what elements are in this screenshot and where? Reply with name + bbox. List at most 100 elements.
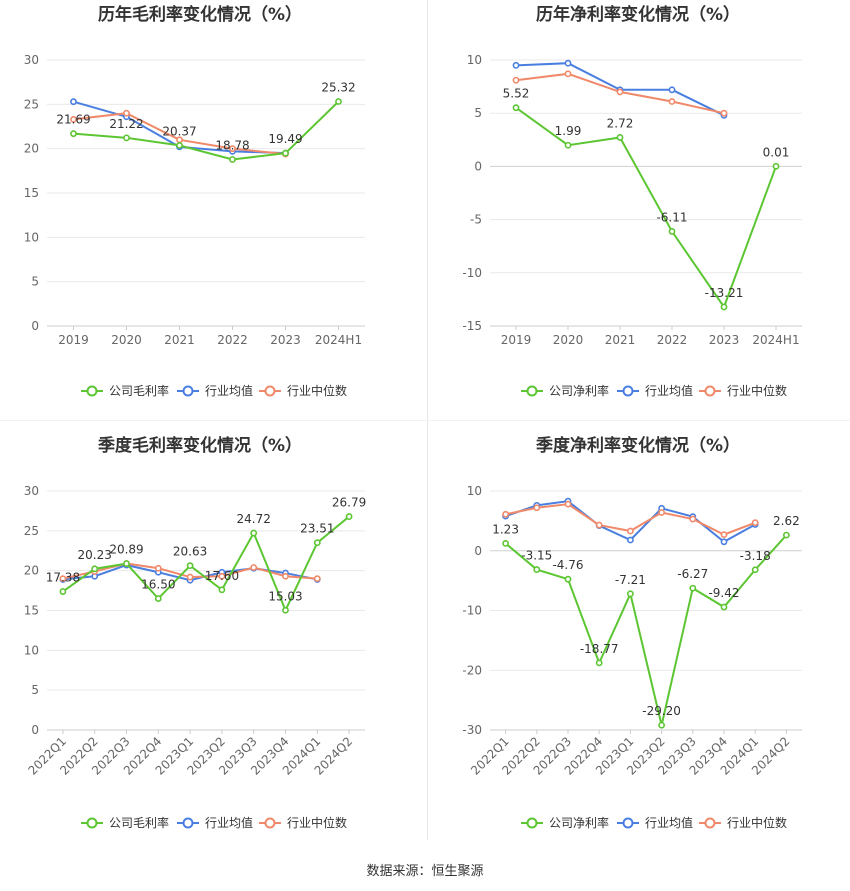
data-point bbox=[627, 527, 634, 535]
legend-marker bbox=[526, 385, 538, 397]
data-point bbox=[282, 149, 289, 157]
data-label: 21.22 bbox=[109, 117, 143, 131]
data-label: 17.60 bbox=[205, 569, 239, 583]
legend-item-company: 公司净利率 bbox=[521, 383, 609, 398]
legend-label: 行业均值 bbox=[645, 383, 693, 398]
data-label: 16.50 bbox=[141, 578, 175, 592]
data-label: -18.77 bbox=[580, 642, 619, 656]
legend-label: 行业中位数 bbox=[727, 383, 787, 398]
legend-item-industry_avg: 行业均值 bbox=[177, 383, 253, 398]
data-label: 1.23 bbox=[492, 522, 519, 536]
y-tick-label: 0 bbox=[474, 544, 482, 558]
legend-item-company: 公司毛利率 bbox=[81, 383, 169, 398]
legend-marker bbox=[264, 817, 276, 829]
data-point bbox=[564, 575, 572, 583]
data-label: -6.27 bbox=[677, 567, 708, 581]
y-tick-label: 10 bbox=[24, 230, 39, 244]
data-label: 18.78 bbox=[215, 138, 249, 152]
data-label: -4.76 bbox=[552, 558, 583, 572]
data-point bbox=[218, 572, 226, 580]
data-point bbox=[595, 659, 603, 667]
data-point bbox=[564, 141, 572, 149]
data-point bbox=[564, 70, 572, 78]
data-point bbox=[595, 521, 603, 529]
legend-marker bbox=[264, 385, 276, 397]
data-point bbox=[186, 573, 194, 581]
data-point bbox=[668, 86, 676, 94]
legend-item-company: 公司毛利率 bbox=[81, 815, 169, 830]
data-label: -3.15 bbox=[521, 549, 552, 563]
x-tick-label: 2021 bbox=[164, 333, 195, 347]
legend-item-industry_median: 行业中位数 bbox=[259, 815, 347, 830]
legend-item-industry_median: 行业中位数 bbox=[699, 815, 787, 830]
x-tick-label: 2020 bbox=[111, 333, 142, 347]
chart-title: 季度毛利率变化情况（%） bbox=[98, 435, 302, 456]
data-label: 23.51 bbox=[300, 522, 334, 536]
chart-panel-3: 季度毛利率变化情况（%）0510152025302022Q12022Q22022… bbox=[24, 435, 367, 830]
data-label: 26.79 bbox=[332, 496, 366, 510]
data-label: 5.52 bbox=[503, 87, 530, 101]
data-point bbox=[282, 572, 289, 580]
data-label: -29.20 bbox=[642, 704, 681, 718]
legend-marker bbox=[704, 817, 716, 829]
y-tick-label: 10 bbox=[467, 53, 482, 67]
legend-marker bbox=[86, 385, 98, 397]
data-label: 24.72 bbox=[237, 512, 271, 526]
data-point bbox=[154, 564, 162, 572]
data-point bbox=[59, 588, 67, 595]
y-tick-label: 15 bbox=[24, 186, 39, 200]
horizontal-divider bbox=[0, 420, 850, 421]
data-point bbox=[689, 515, 697, 523]
data-point bbox=[229, 145, 236, 153]
x-tick-label: 2019 bbox=[501, 333, 532, 347]
data-label: -6.11 bbox=[656, 210, 687, 224]
data-point bbox=[502, 510, 509, 518]
data-source: 数据来源：恒生聚源 bbox=[366, 864, 484, 879]
data-point bbox=[70, 130, 77, 138]
data-label: 21.69 bbox=[56, 113, 90, 127]
data-label: 2.62 bbox=[773, 514, 800, 528]
data-point bbox=[658, 509, 665, 516]
data-point bbox=[154, 595, 162, 602]
y-tick-label: 5 bbox=[31, 683, 39, 697]
data-point bbox=[502, 540, 509, 547]
data-point bbox=[668, 228, 676, 235]
data-label: 1.99 bbox=[555, 124, 582, 138]
x-tick-label: 2024H1 bbox=[752, 333, 799, 347]
data-point bbox=[616, 134, 624, 141]
y-tick-label: -10 bbox=[462, 604, 482, 618]
data-point bbox=[282, 606, 289, 614]
y-tick-label: 0 bbox=[474, 159, 482, 173]
data-point bbox=[668, 98, 676, 105]
y-tick-label: 0 bbox=[31, 319, 39, 333]
data-label: -13.21 bbox=[705, 286, 744, 300]
data-point bbox=[689, 584, 697, 592]
legend-label: 公司毛利率 bbox=[109, 815, 169, 830]
legend-item-company: 公司净利率 bbox=[521, 815, 609, 830]
data-point bbox=[751, 566, 759, 574]
data-point bbox=[250, 529, 258, 537]
y-tick-label: -10 bbox=[462, 266, 482, 280]
data-point bbox=[512, 104, 520, 112]
data-label: -9.42 bbox=[708, 586, 739, 600]
chart-panel-2: 历年净利率变化情况（%） -15 -10 -5 0 5 10 2019 2020 2021 2022… bbox=[462, 4, 802, 398]
x-tick-label: 2022 bbox=[657, 333, 688, 347]
data-point bbox=[70, 98, 77, 106]
legend-item-industry_avg: 行业均值 bbox=[617, 815, 693, 830]
data-point bbox=[123, 560, 130, 567]
data-point bbox=[533, 504, 541, 512]
legend-marker bbox=[622, 817, 634, 829]
data-point bbox=[627, 536, 634, 544]
data-point bbox=[218, 586, 226, 594]
legend-marker bbox=[622, 385, 634, 397]
chart-title: 历年毛利率变化情况（%） bbox=[98, 4, 302, 25]
data-point bbox=[59, 575, 67, 583]
y-tick-label: 30 bbox=[24, 484, 39, 498]
y-tick-label: 10 bbox=[24, 643, 39, 657]
legend-label: 公司毛利率 bbox=[109, 383, 169, 398]
data-point bbox=[250, 564, 258, 571]
data-point bbox=[313, 575, 321, 583]
y-tick-label: -30 bbox=[462, 723, 482, 737]
y-tick-label: 30 bbox=[24, 53, 39, 67]
